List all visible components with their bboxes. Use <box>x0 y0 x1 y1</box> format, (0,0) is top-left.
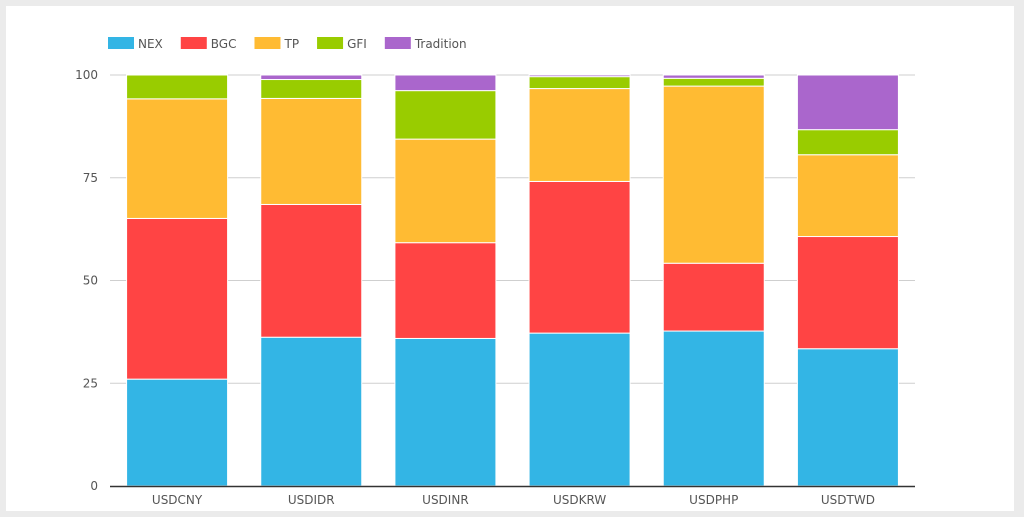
bar-usdinr-tp[interactable] <box>394 138 497 244</box>
x-tick-label-usdidr: USDIDR <box>288 493 335 507</box>
bar-usdinr-gfi[interactable] <box>394 90 497 140</box>
legend-label-nex[interactable]: NEX <box>138 37 163 51</box>
bar-usdtwd-nex[interactable] <box>796 348 899 487</box>
legend-swatch-gfi[interactable] <box>317 37 344 49</box>
bar-usdcny-bgc[interactable] <box>126 217 229 380</box>
x-axis: USDCNY USDIDR USDINR USDKRW USDPHP USDTWD <box>110 485 915 507</box>
x-tick-label-usdinr: USDINR <box>422 493 469 507</box>
x-tick-label-usdkrw: USDKRW <box>553 493 606 507</box>
legend-swatch-nex[interactable] <box>108 37 134 49</box>
bar-usdidr-tp[interactable] <box>260 97 363 205</box>
bar-usdcny-gfi[interactable] <box>126 74 229 100</box>
bar-usdkrw-tradition[interactable] <box>528 74 631 78</box>
bar-usdtwd-bgc[interactable] <box>796 236 899 350</box>
legend-swatch-tradition[interactable] <box>384 37 411 49</box>
bar-usdidr-tradition[interactable] <box>260 74 363 81</box>
bar-usdtwd-tp[interactable] <box>796 154 899 238</box>
bar-usdidr-bgc[interactable] <box>260 203 363 338</box>
x-tick-label-usdtwd: USDTWD <box>821 493 875 507</box>
legend-label-gfi[interactable]: GFI <box>347 37 367 51</box>
bar-usdkrw-nex[interactable] <box>528 332 631 487</box>
bar-usdphp-nex[interactable] <box>662 330 765 487</box>
y-tick-label-50: 50 <box>83 274 98 288</box>
bar-usdphp-tradition[interactable] <box>662 74 765 79</box>
legend-swatch-bgc[interactable] <box>180 37 207 49</box>
bars <box>126 74 899 487</box>
y-tick-label-0: 0 <box>90 479 98 493</box>
bar-usdinr-tradition[interactable] <box>394 74 497 92</box>
legend-label-bgc[interactable]: BGC <box>211 37 237 51</box>
bar-usdphp-tp[interactable] <box>662 85 765 264</box>
bar-usdkrw-gfi[interactable] <box>528 76 631 90</box>
chart-panel: NEX BGC TP GFI Tradition 0 25 50 75 100 USDCNY US… <box>6 6 1014 511</box>
legend-label-tradition[interactable]: Tradition <box>414 37 467 51</box>
y-tick-label-100: 100 <box>75 68 98 82</box>
bar-usdidr-nex[interactable] <box>260 336 363 487</box>
bar-usdcny-nex[interactable] <box>126 378 229 487</box>
legend-swatch-tp[interactable] <box>254 37 281 49</box>
bar-usdkrw-bgc[interactable] <box>528 180 631 334</box>
bar-usdinr-bgc[interactable] <box>394 242 497 339</box>
bar-usdidr-gfi[interactable] <box>260 79 363 99</box>
bar-usdtwd-gfi[interactable] <box>796 129 899 156</box>
x-tick-label-usdphp: USDPHP <box>689 493 738 507</box>
y-tick-label-25: 25 <box>83 376 98 390</box>
bar-usdphp-bgc[interactable] <box>662 262 765 332</box>
gridlines <box>110 74 915 384</box>
bar-usdinr-nex[interactable] <box>394 337 497 487</box>
bar-usdkrw-tp[interactable] <box>528 88 631 182</box>
y-tick-label-75: 75 <box>83 171 98 185</box>
legend: NEX BGC TP GFI Tradition <box>108 37 467 51</box>
bar-usdphp-gfi[interactable] <box>662 77 765 87</box>
bar-usdcny-tp[interactable] <box>126 98 229 219</box>
bar-usdtwd-tradition[interactable] <box>796 74 899 131</box>
legend-label-tp[interactable]: TP <box>283 37 299 51</box>
x-tick-label-usdcny: USDCNY <box>152 493 203 507</box>
y-axis: 0 25 50 75 100 <box>75 68 98 493</box>
